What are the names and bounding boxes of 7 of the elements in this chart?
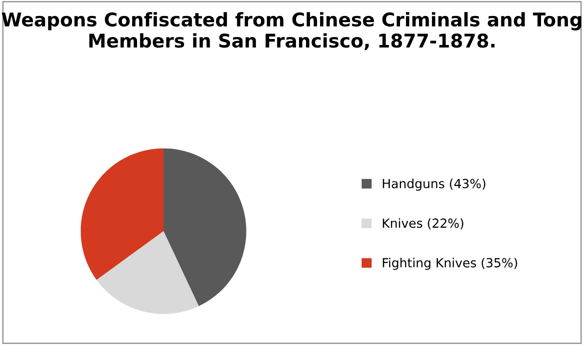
legend-label: Knives (22%) (382, 218, 464, 230)
legend-label: Fighting Knives (35%) (382, 258, 518, 270)
legend-label: Handguns (43%) (382, 178, 486, 191)
pie-slice (96, 231, 199, 314)
pie-slice (164, 148, 246, 306)
chart-title: Weapons Confiscated from Chinese Criminals and Tong Members in San Francisco, 1877-1878. (2, 12, 582, 50)
pie-slice (80, 148, 164, 280)
